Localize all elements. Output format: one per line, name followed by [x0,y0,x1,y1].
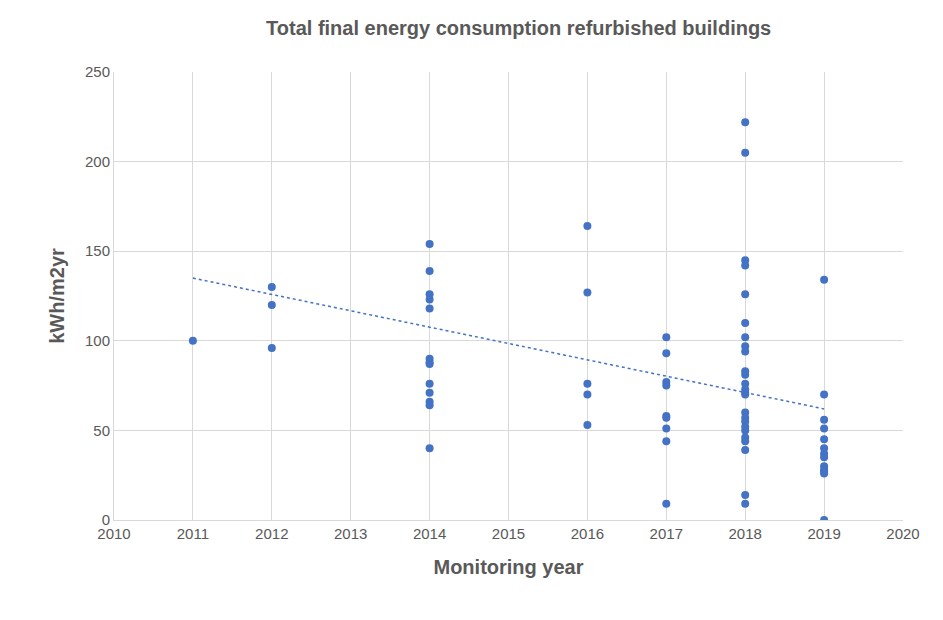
svg-text:2014: 2014 [413,525,446,542]
svg-text:2010: 2010 [97,525,130,542]
svg-text:2020: 2020 [886,525,919,542]
svg-text:200: 200 [85,153,110,170]
svg-text:2017: 2017 [650,525,683,542]
svg-text:2013: 2013 [334,525,367,542]
svg-text:2012: 2012 [255,525,288,542]
svg-text:Monitoring year: Monitoring year [433,556,583,578]
svg-text:50: 50 [93,422,110,439]
svg-text:250: 250 [85,63,110,80]
svg-text:2019: 2019 [807,525,840,542]
svg-text:kWh/m2yr: kWh/m2yr [46,248,68,344]
svg-text:2015: 2015 [492,525,525,542]
svg-text:0: 0 [102,511,110,528]
svg-text:100: 100 [85,332,110,349]
svg-text:2016: 2016 [571,525,604,542]
svg-text:2011: 2011 [177,525,209,542]
svg-text:150: 150 [85,242,110,259]
svg-text:Total final energy consumption: Total final energy consumption refurbish… [266,17,771,39]
svg-text:2018: 2018 [729,525,762,542]
